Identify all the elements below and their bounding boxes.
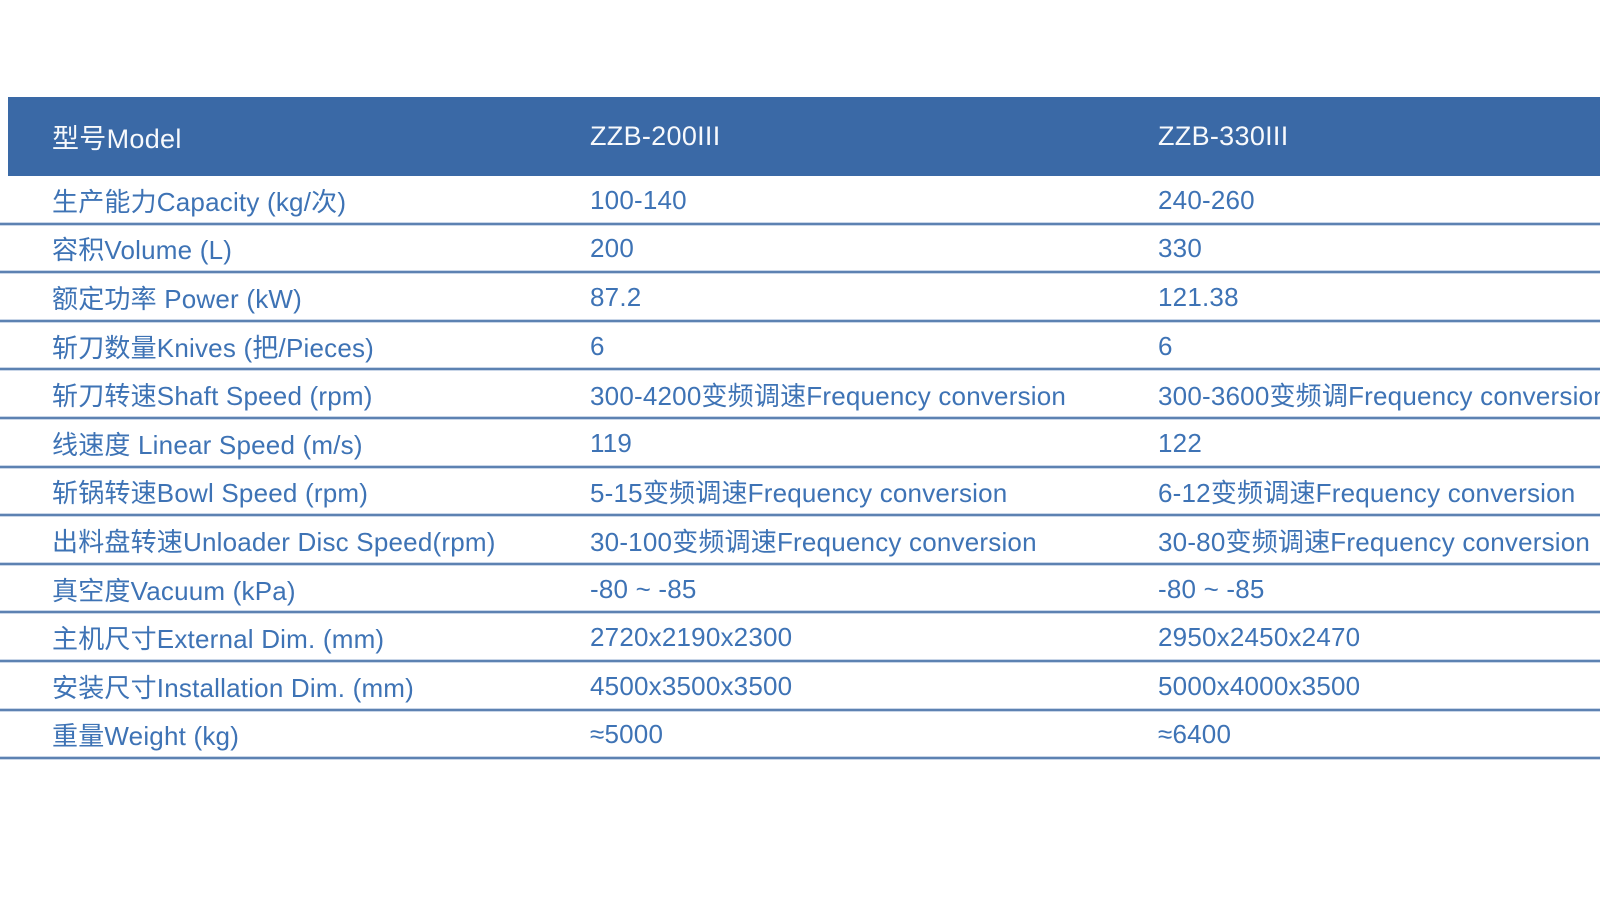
row-value-zzb330: 240-260 bbox=[1158, 184, 1255, 215]
row-value-zzb200: 4500x3500x3500 bbox=[590, 670, 793, 701]
row-value-zzb330: 6-12变频调速Frequency conversion bbox=[1158, 478, 1576, 509]
header-cell-model-label: 型号Model bbox=[52, 124, 182, 154]
table-row-power: 额定功率 Power (kW) 87.2 121.38 bbox=[0, 273, 1600, 322]
row-value-zzb330: 30-80变频调速Frequency conversion bbox=[1158, 526, 1591, 557]
row-value-zzb200: 5-15变频调速Frequency conversion bbox=[590, 478, 1008, 509]
table-row-capacity: 生产能力Capacity (kg/次) 100-140 240-260 bbox=[0, 176, 1600, 225]
header-cell-model-zzb200: ZZB-200III bbox=[590, 121, 721, 151]
row-label: 线速度 Linear Speed (m/s) bbox=[52, 429, 363, 460]
table-row-installation-dim: 安装尺寸Installation Dim. (mm) 4500x3500x350… bbox=[0, 662, 1600, 711]
table-row-volume: 容积Volume (L) 200 330 bbox=[0, 225, 1600, 274]
row-value-zzb330: 330 bbox=[1158, 233, 1202, 264]
row-label: 主机尺寸External Dim. (mm) bbox=[52, 624, 385, 655]
table-row-shaft-speed: 斩刀转速Shaft Speed (rpm) 300-4200变频调速Freque… bbox=[0, 370, 1600, 419]
row-value-zzb330: 121.38 bbox=[1158, 281, 1239, 312]
row-label: 安装尺寸Installation Dim. (mm) bbox=[52, 672, 415, 703]
row-label: 出料盘转速Unloader Disc Speed(rpm) bbox=[52, 526, 496, 557]
row-value-zzb330: 122 bbox=[1158, 427, 1202, 458]
spec-table: 型号Model ZZB-200III ZZB-330III 生产能力Capaci… bbox=[0, 97, 1600, 760]
row-label: 生产能力Capacity (kg/次) bbox=[52, 186, 347, 217]
row-value-zzb200: 6 bbox=[590, 330, 605, 361]
row-value-zzb200: 300-4200变频调速Frequency conversion bbox=[590, 381, 1067, 412]
row-label: 重量Weight (kg) bbox=[52, 721, 240, 752]
row-value-zzb330: ≈6400 bbox=[1158, 719, 1232, 750]
row-value-zzb200: 87.2 bbox=[590, 281, 642, 312]
row-value-zzb200: 2720x2190x2300 bbox=[590, 622, 793, 653]
table-row-knives: 斩刀数量Knives (把/Pieces) 6 6 bbox=[0, 322, 1600, 371]
table-row-weight: 重量Weight (kg) ≈5000 ≈6400 bbox=[0, 711, 1600, 760]
table-row-bowl-speed: 斩锅转速Bowl Speed (rpm) 5-15变频调速Frequency c… bbox=[0, 468, 1600, 517]
row-value-zzb200: 200 bbox=[590, 233, 634, 264]
row-value-zzb330: 5000x4000x3500 bbox=[1158, 670, 1361, 701]
table-header-row: 型号Model ZZB-200III ZZB-330III bbox=[8, 97, 1600, 176]
header-cell-model-zzb330: ZZB-330III bbox=[1158, 121, 1289, 151]
row-label: 斩锅转速Bowl Speed (rpm) bbox=[52, 478, 369, 509]
row-label: 斩刀数量Knives (把/Pieces) bbox=[52, 332, 375, 363]
row-value-zzb200: -80 ~ -85 bbox=[590, 573, 697, 604]
table-row-vacuum: 真空度Vacuum (kPa) -80 ~ -85 -80 ~ -85 bbox=[0, 565, 1600, 614]
table-row-linear-speed: 线速度 Linear Speed (m/s) 119 122 bbox=[0, 419, 1600, 468]
row-value-zzb330: 2950x2450x2470 bbox=[1158, 622, 1361, 653]
row-value-zzb200: 119 bbox=[590, 427, 633, 458]
row-label: 斩刀转速Shaft Speed (rpm) bbox=[52, 381, 373, 412]
row-value-zzb330: -80 ~ -85 bbox=[1158, 573, 1265, 604]
table-row-external-dim: 主机尺寸External Dim. (mm) 2720x2190x2300 29… bbox=[0, 613, 1600, 662]
row-value-zzb330: 300-3600变频调Frequency conversion bbox=[1158, 381, 1600, 412]
row-label: 容积Volume (L) bbox=[52, 235, 233, 266]
row-value-zzb200: 30-100变频调速Frequency conversion bbox=[590, 526, 1037, 557]
row-value-zzb330: 6 bbox=[1158, 330, 1173, 361]
row-value-zzb200: 100-140 bbox=[590, 184, 687, 215]
table-row-unloader-disc-speed: 出料盘转速Unloader Disc Speed(rpm) 30-100变频调速… bbox=[0, 516, 1600, 565]
row-label: 额定功率 Power (kW) bbox=[52, 283, 303, 314]
row-value-zzb200: ≈5000 bbox=[590, 719, 664, 750]
row-label: 真空度Vacuum (kPa) bbox=[52, 575, 296, 606]
